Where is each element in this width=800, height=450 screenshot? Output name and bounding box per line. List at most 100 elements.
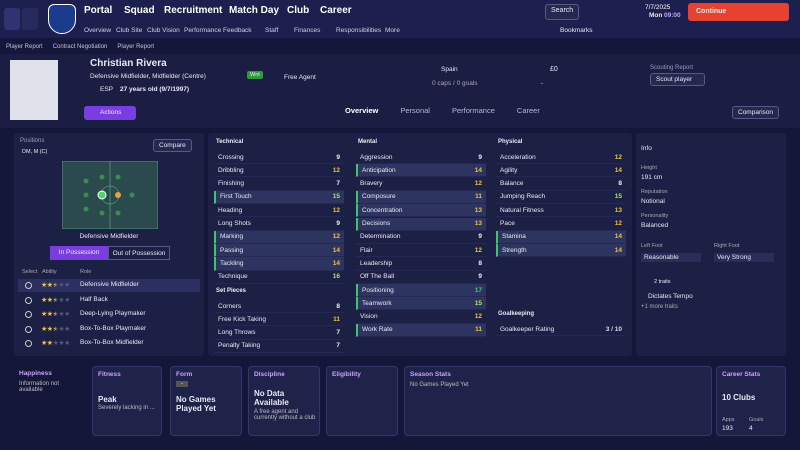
star: ★ <box>64 282 70 289</box>
player-value: £0 <box>550 66 558 73</box>
top-bar: Search 7/7/2025 Mon 09:00 Continue Bookm… <box>0 0 800 38</box>
menu-item[interactable]: Club <box>287 5 310 16</box>
player-positions: Defensive Midfielder, Midfielder (Centre… <box>90 73 206 80</box>
compare-button[interactable]: Compare <box>153 139 192 152</box>
submenu-item[interactable]: Staff <box>265 27 279 34</box>
trait: Dictates Tempo <box>648 293 693 300</box>
attribute-name: Acceleration <box>500 153 536 161</box>
attribute-row: Aggression 9 <box>356 151 486 165</box>
star: ★ <box>46 325 53 333</box>
star: ★ <box>46 282 53 289</box>
tab[interactable]: Performance <box>451 106 495 115</box>
attribute-value: 17 <box>474 286 482 294</box>
attribute-value: 15 <box>332 193 340 201</box>
attribute-name: Finishing <box>218 180 245 188</box>
in-possession-tab[interactable]: In Possession <box>50 246 108 260</box>
tab[interactable]: Personal <box>400 106 430 115</box>
menu-item[interactable]: Squad <box>124 5 155 16</box>
career-apps-label: Apps <box>722 417 735 423</box>
submenu-item[interactable]: Overview <box>84 27 112 34</box>
submenu-item[interactable]: Responsibilities <box>336 27 382 34</box>
breadcrumb-item[interactable]: Player Report <box>6 44 43 50</box>
value: Balanced <box>641 222 669 229</box>
attribute-row: Teamwork 15 <box>356 297 486 311</box>
attribute-value: 8 <box>478 259 482 267</box>
fitness-text: Severely lacking in ... <box>98 405 155 411</box>
attribute-name: Composure <box>362 193 396 201</box>
menu-item[interactable]: Match Day <box>229 5 280 16</box>
group-title: Technical <box>216 139 244 145</box>
attribute-value: 14 <box>614 246 622 254</box>
menu-item[interactable]: Portal <box>84 5 113 16</box>
menu-item[interactable]: Recruitment <box>164 5 223 16</box>
player-name: Christian Rivera <box>90 58 167 69</box>
submenu-item[interactable]: More <box>385 27 400 34</box>
attribute-row: Vision 12 <box>356 311 486 324</box>
menu-item[interactable]: Career <box>320 5 352 16</box>
role-row[interactable] <box>18 279 200 292</box>
attribute-name: Long Throws <box>218 329 256 337</box>
attribute-name: Off The Ball <box>360 273 395 281</box>
attribute-value: 13 <box>614 206 622 214</box>
eligibility-title: Eligibility <box>332 371 361 378</box>
forward-button[interactable] <box>22 8 38 30</box>
bookmarks[interactable]: Bookmarks <box>560 27 593 34</box>
group-title: Mental <box>358 139 378 145</box>
radio[interactable] <box>25 311 32 318</box>
happiness-title: Happiness <box>19 370 52 377</box>
attribute-value: 9 <box>336 153 340 161</box>
season-title: Season Stats <box>410 371 451 378</box>
tab[interactable]: Career <box>516 106 540 115</box>
attribute-name: Strength <box>502 246 527 254</box>
star: ★ <box>58 325 65 333</box>
career-title: Career Stats <box>722 371 761 378</box>
season-card: Season Stats No Games Played Yet <box>404 366 712 436</box>
attribute-row: Technique 16 <box>214 271 344 284</box>
attribute-row: First Touch 15 <box>214 190 344 205</box>
submenu-item[interactable]: Club Vision <box>147 27 180 34</box>
attribute-name: Penalty Taking <box>218 342 261 350</box>
out-possession-tab[interactable]: Out of Possession <box>108 246 170 260</box>
attribute-row: Acceleration 12 <box>496 151 626 165</box>
submenu-item[interactable]: Finances <box>294 27 321 34</box>
attribute-value: 12 <box>474 180 482 188</box>
star: ★ <box>41 282 47 289</box>
submenu-item[interactable]: Club Site <box>116 27 143 34</box>
continue-button[interactable]: Continue <box>688 3 789 21</box>
radio[interactable] <box>25 325 32 333</box>
club-crest[interactable] <box>48 4 76 34</box>
attribute-name: Balance <box>500 180 524 188</box>
radio[interactable] <box>25 296 32 304</box>
player-header: Christian Rivera Defensive Midfielder, M… <box>0 54 800 128</box>
breadcrumb-item[interactable]: Contract Negotiation <box>52 44 108 50</box>
star-rating: ★★★★★ <box>41 310 70 318</box>
attribute-value: 11 <box>475 193 482 201</box>
attribute-value: 12 <box>332 206 340 214</box>
attribute-name: Decisions <box>362 220 391 228</box>
attribute-name: Work Rate <box>362 326 393 334</box>
search-button[interactable]: Search <box>545 4 580 20</box>
back-button[interactable] <box>4 8 20 30</box>
label: Right Foot <box>714 243 740 249</box>
attribute-row: Passing 14 <box>214 244 344 258</box>
form-value: No Games Played Yet <box>176 395 216 413</box>
attribute-name: Long Shots <box>218 220 251 228</box>
actions-button[interactable]: Actions <box>84 106 136 120</box>
attribute-value: 12 <box>474 246 482 254</box>
group-title: Physical <box>498 139 523 145</box>
role-name: Defensive Midfielder <box>80 281 139 288</box>
comparison-button[interactable]: Comparison <box>732 106 780 119</box>
radio[interactable] <box>25 282 32 289</box>
attribute-name: Corners <box>218 302 242 310</box>
scout-button[interactable]: Scout player <box>650 73 705 86</box>
attribute-row: Finishing 7 <box>214 178 344 191</box>
group-title: Goalkeeping <box>498 311 535 317</box>
discipline-card: Discipline No Data Available A free agent … <box>248 366 320 436</box>
radio[interactable] <box>25 340 32 347</box>
positions-title: Positions <box>20 138 45 144</box>
breadcrumb-item[interactable]: Player Report <box>117 44 155 50</box>
submenu-item[interactable]: Performance Feedback <box>184 27 252 34</box>
career-value: 10 Clubs <box>722 393 756 402</box>
info-panel: Info Height 191 cm Reputation Notional Perso… <box>636 133 786 356</box>
tab[interactable]: Overview <box>345 106 379 115</box>
